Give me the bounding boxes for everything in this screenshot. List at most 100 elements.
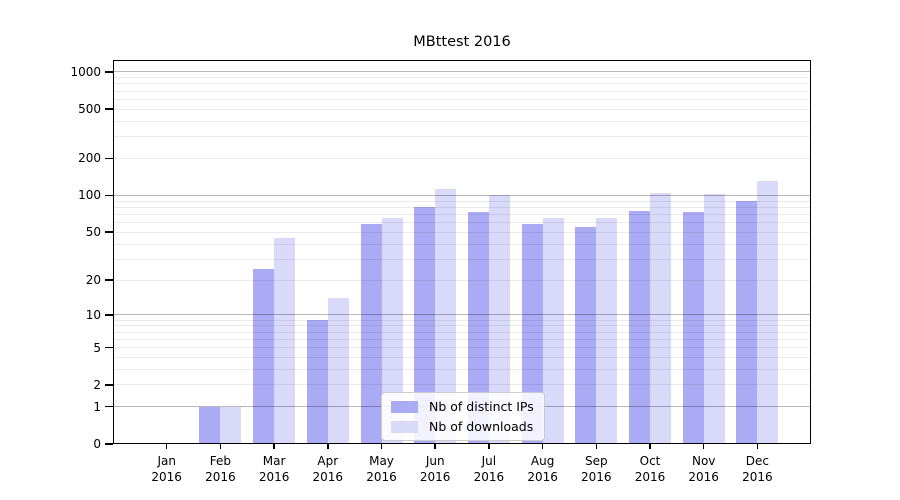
- grid-line-minor: [113, 258, 811, 260]
- x-axis-tick-label: Jul 2016: [473, 454, 505, 484]
- legend-label-distinct-ips: Nb of distinct IPs: [429, 399, 534, 414]
- grid-line-minor: [113, 213, 811, 215]
- x-axis-tick: [541, 444, 544, 449]
- bar-s1-feb: [199, 406, 221, 444]
- x-axis-tick-label: Apr 2016: [312, 454, 344, 484]
- grid-line-major: [113, 314, 811, 316]
- grid-line-minor: [113, 368, 811, 370]
- bar-s2-dec: [757, 181, 779, 444]
- chart-title: MBttest 2016: [413, 34, 511, 50]
- legend-label-downloads: Nb of downloads: [429, 419, 534, 434]
- bar-s2-jun: [435, 189, 457, 444]
- bar-s1-may: [360, 224, 382, 444]
- plot-area: 0 1 2 5 10 20 50 100 200 500 1000 Jan 2016 Feb 2016 M…: [70, 60, 811, 484]
- y-axis-tick: [105, 71, 113, 73]
- x-axis-tick: [488, 444, 490, 449]
- y-axis-tick-label: 20: [85, 273, 101, 288]
- grid-line-minor: [113, 136, 811, 138]
- y-axis-tick: [105, 384, 113, 386]
- bar-s2-oct: [650, 192, 671, 444]
- y-axis-tick: [105, 405, 113, 408]
- x-axis-tick-label: Nov 2016: [688, 454, 719, 484]
- y-axis-tick: [105, 314, 113, 316]
- grid-line-minor: [113, 206, 811, 208]
- x-axis-tick: [702, 444, 705, 449]
- y-axis-tick: [105, 157, 113, 160]
- y-axis-tick: [105, 346, 113, 349]
- x-axis-tick-label: Aug 2016: [527, 454, 558, 484]
- bar-s1-sep: [575, 227, 597, 444]
- x-axis-tick: [219, 444, 222, 449]
- y-axis-tick-label: 2: [93, 377, 101, 392]
- x-axis-tick: [649, 444, 651, 449]
- x-axis-tick: [595, 444, 598, 449]
- bar-s1-oct: [629, 210, 650, 444]
- grid-line-major: [113, 71, 811, 73]
- legend-swatch-distinct-ips: [391, 400, 418, 413]
- bar-s2-apr: [327, 298, 349, 444]
- x-axis-tick-label: Jun 2016: [419, 454, 451, 484]
- grid-line-minor: [113, 90, 811, 92]
- grid-line-minor: [113, 331, 811, 333]
- y-axis-tick-label: 5: [93, 340, 101, 355]
- bar-s2-nov: [703, 194, 725, 444]
- grid-line-minor: [113, 356, 811, 358]
- x-axis-tick-label: Oct 2016: [634, 454, 666, 484]
- y-axis-tick-label: 1: [93, 399, 101, 414]
- bar-s1-aug: [521, 224, 543, 444]
- x-axis-tick: [434, 444, 436, 449]
- y-axis-tick-label: 1000: [70, 64, 101, 79]
- bar-s1-nov: [682, 211, 704, 444]
- grid-line-minor: [113, 83, 811, 85]
- legend-row-distinct-ips: Nb of distinct IPs: [391, 399, 535, 414]
- y-axis-tick-label: 500: [78, 102, 101, 117]
- bar-s1-jul: [467, 211, 489, 444]
- x-axis-tick-label: Feb 2016: [205, 454, 236, 484]
- legend-box: Nb of distinct IPs Nb of downloads: [381, 392, 545, 441]
- bar-s1-jun: [414, 207, 436, 444]
- x-axis-tick: [273, 444, 275, 449]
- grid-line-minor: [113, 384, 811, 386]
- y-axis-tick: [105, 108, 113, 110]
- y-axis-tick-label: 50: [85, 225, 101, 240]
- grid-line-major: [113, 194, 811, 196]
- grid-line-minor: [113, 120, 811, 122]
- y-axis-tick: [105, 279, 113, 281]
- bar-s2-may: [381, 218, 403, 444]
- bar-s2-mar: [274, 237, 296, 444]
- grid-line-minor: [113, 222, 811, 224]
- grid-line-minor: [113, 200, 811, 202]
- y-axis-tick-label: 0: [93, 437, 101, 451]
- grid-line-minor: [113, 243, 811, 245]
- x-axis-tick-label: May 2016: [366, 454, 397, 484]
- legend-row-downloads: Nb of downloads: [391, 419, 535, 434]
- grid-line-minor: [113, 157, 811, 159]
- x-axis-tick-label: Mar 2016: [258, 454, 290, 484]
- x-axis-tick: [165, 444, 168, 449]
- grid-line-minor: [113, 338, 811, 340]
- bar-s2-aug: [542, 218, 564, 444]
- legend-swatch-downloads: [391, 420, 418, 433]
- grid-line-minor: [113, 231, 811, 233]
- grid-line-minor: [113, 319, 811, 321]
- grid-line-minor: [113, 77, 811, 79]
- grid-line-minor: [113, 325, 811, 327]
- x-axis-tick: [327, 444, 329, 449]
- y-axis-tick: [105, 194, 113, 197]
- x-axis-tick: [756, 444, 759, 449]
- bar-s2-sep: [596, 217, 618, 444]
- bar-s1-apr: [306, 320, 328, 444]
- bar-s1-mar: [253, 268, 275, 444]
- y-axis-tick-label: 200: [78, 151, 101, 166]
- bar-s2-feb: [220, 406, 242, 444]
- grid-line-minor: [113, 98, 811, 100]
- x-axis-tick-label: Dec 2016: [742, 454, 773, 484]
- grid-line-minor: [113, 279, 811, 281]
- y-axis-tick: [105, 443, 113, 445]
- y-axis-tick-label: 100: [78, 188, 101, 203]
- grid-line-minor: [113, 347, 811, 349]
- x-axis-tick-label: Jan 2016: [151, 454, 182, 484]
- x-axis-tick-label: Sep 2016: [581, 454, 612, 484]
- bar-s1-dec: [736, 200, 758, 444]
